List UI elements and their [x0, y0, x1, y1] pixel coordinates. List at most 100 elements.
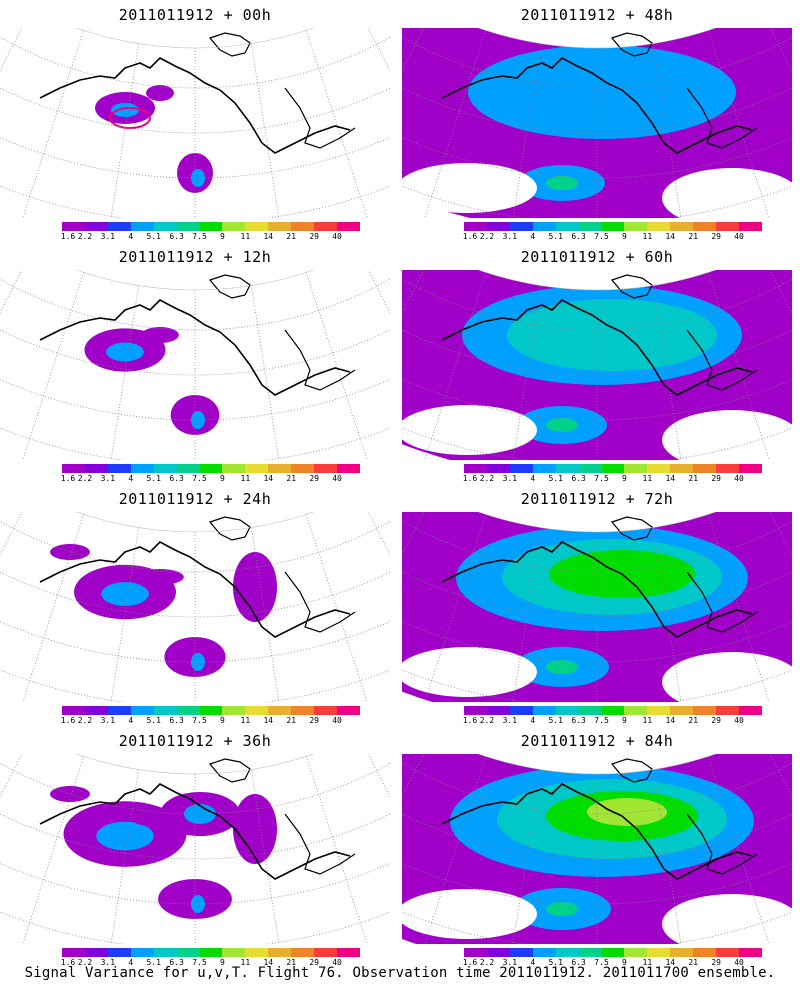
- no-data-region: [662, 894, 792, 944]
- legend-swatch: [245, 706, 269, 715]
- legend-swatch: [739, 706, 762, 715]
- legend-swatch: [84, 222, 108, 231]
- coastline: [284, 571, 356, 633]
- latitude-line: [0, 762, 390, 815]
- legend-tick-label: 40: [734, 474, 744, 483]
- forecast-panel: 2011011912 + 12h 1.6 2.2 3.1 4 5.1 6.3 7.5 9 11 14…: [0, 242, 390, 487]
- meridian-line: [0, 270, 23, 314]
- legend-tick-label: 4: [530, 232, 536, 241]
- legend-tick-label: 3.1: [502, 716, 518, 725]
- map-border: [0, 512, 390, 702]
- meridian-line: [250, 43, 280, 218]
- legend-tick-label: 5.1: [548, 474, 563, 483]
- panel-title: 2011011912 + 00h: [118, 6, 272, 24]
- legend-tick-label: 7.5: [192, 232, 207, 241]
- coastline: [686, 329, 758, 391]
- legend-swatch: [107, 222, 131, 231]
- meridian-line: [367, 754, 390, 798]
- legend-swatch: [464, 464, 487, 473]
- panel-title: 2011011912 + 84h: [520, 732, 674, 750]
- legend-labels: 1.6 2.2 3.1 4 5.1 6.3 7.5 9 11 14 21 29 40: [61, 716, 360, 726]
- forecast-panel: 2011011912 + 72h 1.6 2.2 3.1 4 5.1 6.3 7.5 9 11 14…: [402, 484, 792, 729]
- legend-tick-label: 5.1: [548, 232, 563, 241]
- legend-tick-label: 2.2: [479, 232, 495, 241]
- coastline: [686, 87, 758, 149]
- legend-tick-label: 21: [286, 232, 297, 241]
- legend-swatch: [291, 222, 315, 231]
- legend-tick-label: 5.1: [548, 716, 563, 725]
- legend-tick-label: 7.5: [594, 716, 609, 725]
- legend-swatch: [199, 706, 223, 715]
- legend-tick-label: 5.1: [146, 716, 161, 725]
- legend-colorbar: [62, 706, 360, 715]
- map-border: [0, 28, 390, 218]
- legend-tick-label: 1.6: [60, 958, 76, 967]
- legend-tick-label: 4: [530, 474, 536, 483]
- panel-title: 2011011912 + 48h: [520, 6, 674, 24]
- legend-tick-label: 4: [128, 232, 134, 241]
- latitude-line: [402, 278, 792, 331]
- legend-swatch: [624, 464, 648, 473]
- latitude-line: [402, 520, 792, 573]
- meridian-line: [110, 527, 140, 702]
- legend-labels: 1.6 2.2 3.1 4 5.1 6.3 7.5 9 11 14 21 29 40: [463, 232, 762, 242]
- legend-swatch: [268, 706, 292, 715]
- legend-tick-label: 2.2: [479, 716, 495, 725]
- variance-map: [0, 270, 390, 460]
- meridian-line: [22, 756, 85, 944]
- legend-tick-label: 9: [622, 232, 627, 241]
- legend-swatch: [199, 222, 223, 231]
- coastline: [208, 274, 251, 299]
- variance-region: [546, 418, 578, 432]
- meridian-line: [367, 270, 390, 314]
- variance-region: [191, 411, 205, 429]
- legend-swatch: [509, 464, 533, 473]
- meridian-line: [367, 28, 390, 72]
- legend-swatch: [314, 948, 338, 957]
- legend-swatch: [578, 706, 602, 715]
- coastline: [610, 274, 653, 299]
- legend-tick-label: 29: [309, 232, 319, 241]
- variance-map: [0, 28, 390, 218]
- legend-swatch: [130, 222, 154, 231]
- legend-tick-label: 3.1: [100, 958, 116, 967]
- legend-tick-label: 14: [263, 958, 274, 967]
- legend-tick-label: 21: [286, 958, 297, 967]
- legend-tick-label: 14: [665, 232, 676, 241]
- legend-swatch: [601, 222, 625, 231]
- color-legend: 1.6 2.2 3.1 4 5.1 6.3 7.5 9 11 14 21 29 40: [463, 222, 764, 242]
- legend-tick-label: 4: [530, 958, 536, 967]
- legend-tick-label: 4: [530, 716, 536, 725]
- legend-tick-label: 40: [332, 474, 342, 483]
- legend-tick-label: 29: [711, 232, 721, 241]
- meridian-line: [110, 285, 140, 460]
- coastline: [39, 57, 351, 154]
- color-legend: 1.6 2.2 3.1 4 5.1 6.3 7.5 9 11 14 21 29 40: [61, 706, 362, 726]
- meridian-line: [707, 756, 770, 944]
- variance-region: [468, 45, 736, 139]
- legend-labels: 1.6 2.2 3.1 4 5.1 6.3 7.5 9 11 14 21 29 40: [463, 474, 762, 484]
- legend-swatch: [624, 948, 648, 957]
- variance-region: [233, 794, 277, 864]
- coastline: [39, 783, 351, 880]
- legend-swatch: [647, 464, 671, 473]
- legend-colorbar: [62, 948, 360, 957]
- legend-swatch: [716, 706, 740, 715]
- variance-region: [101, 582, 149, 606]
- legend-tick-label: 14: [263, 474, 274, 483]
- latitude-line: [0, 278, 390, 331]
- legend-swatch: [222, 948, 246, 957]
- legend-tick-label: 7.5: [192, 474, 207, 483]
- legend-tick-label: 6.3: [169, 474, 184, 483]
- legend-swatch: [107, 948, 131, 957]
- legend-swatch: [245, 464, 269, 473]
- variance-region: [111, 103, 139, 117]
- legend-swatch: [291, 948, 315, 957]
- meridian-line: [424, 272, 487, 460]
- variance-map: [402, 754, 792, 944]
- meridian-line: [110, 769, 140, 944]
- coastline: [208, 758, 251, 783]
- legend-tick-label: 21: [286, 716, 297, 725]
- legend-tick-label: 21: [688, 232, 699, 241]
- panel-title: 2011011912 + 60h: [520, 248, 674, 266]
